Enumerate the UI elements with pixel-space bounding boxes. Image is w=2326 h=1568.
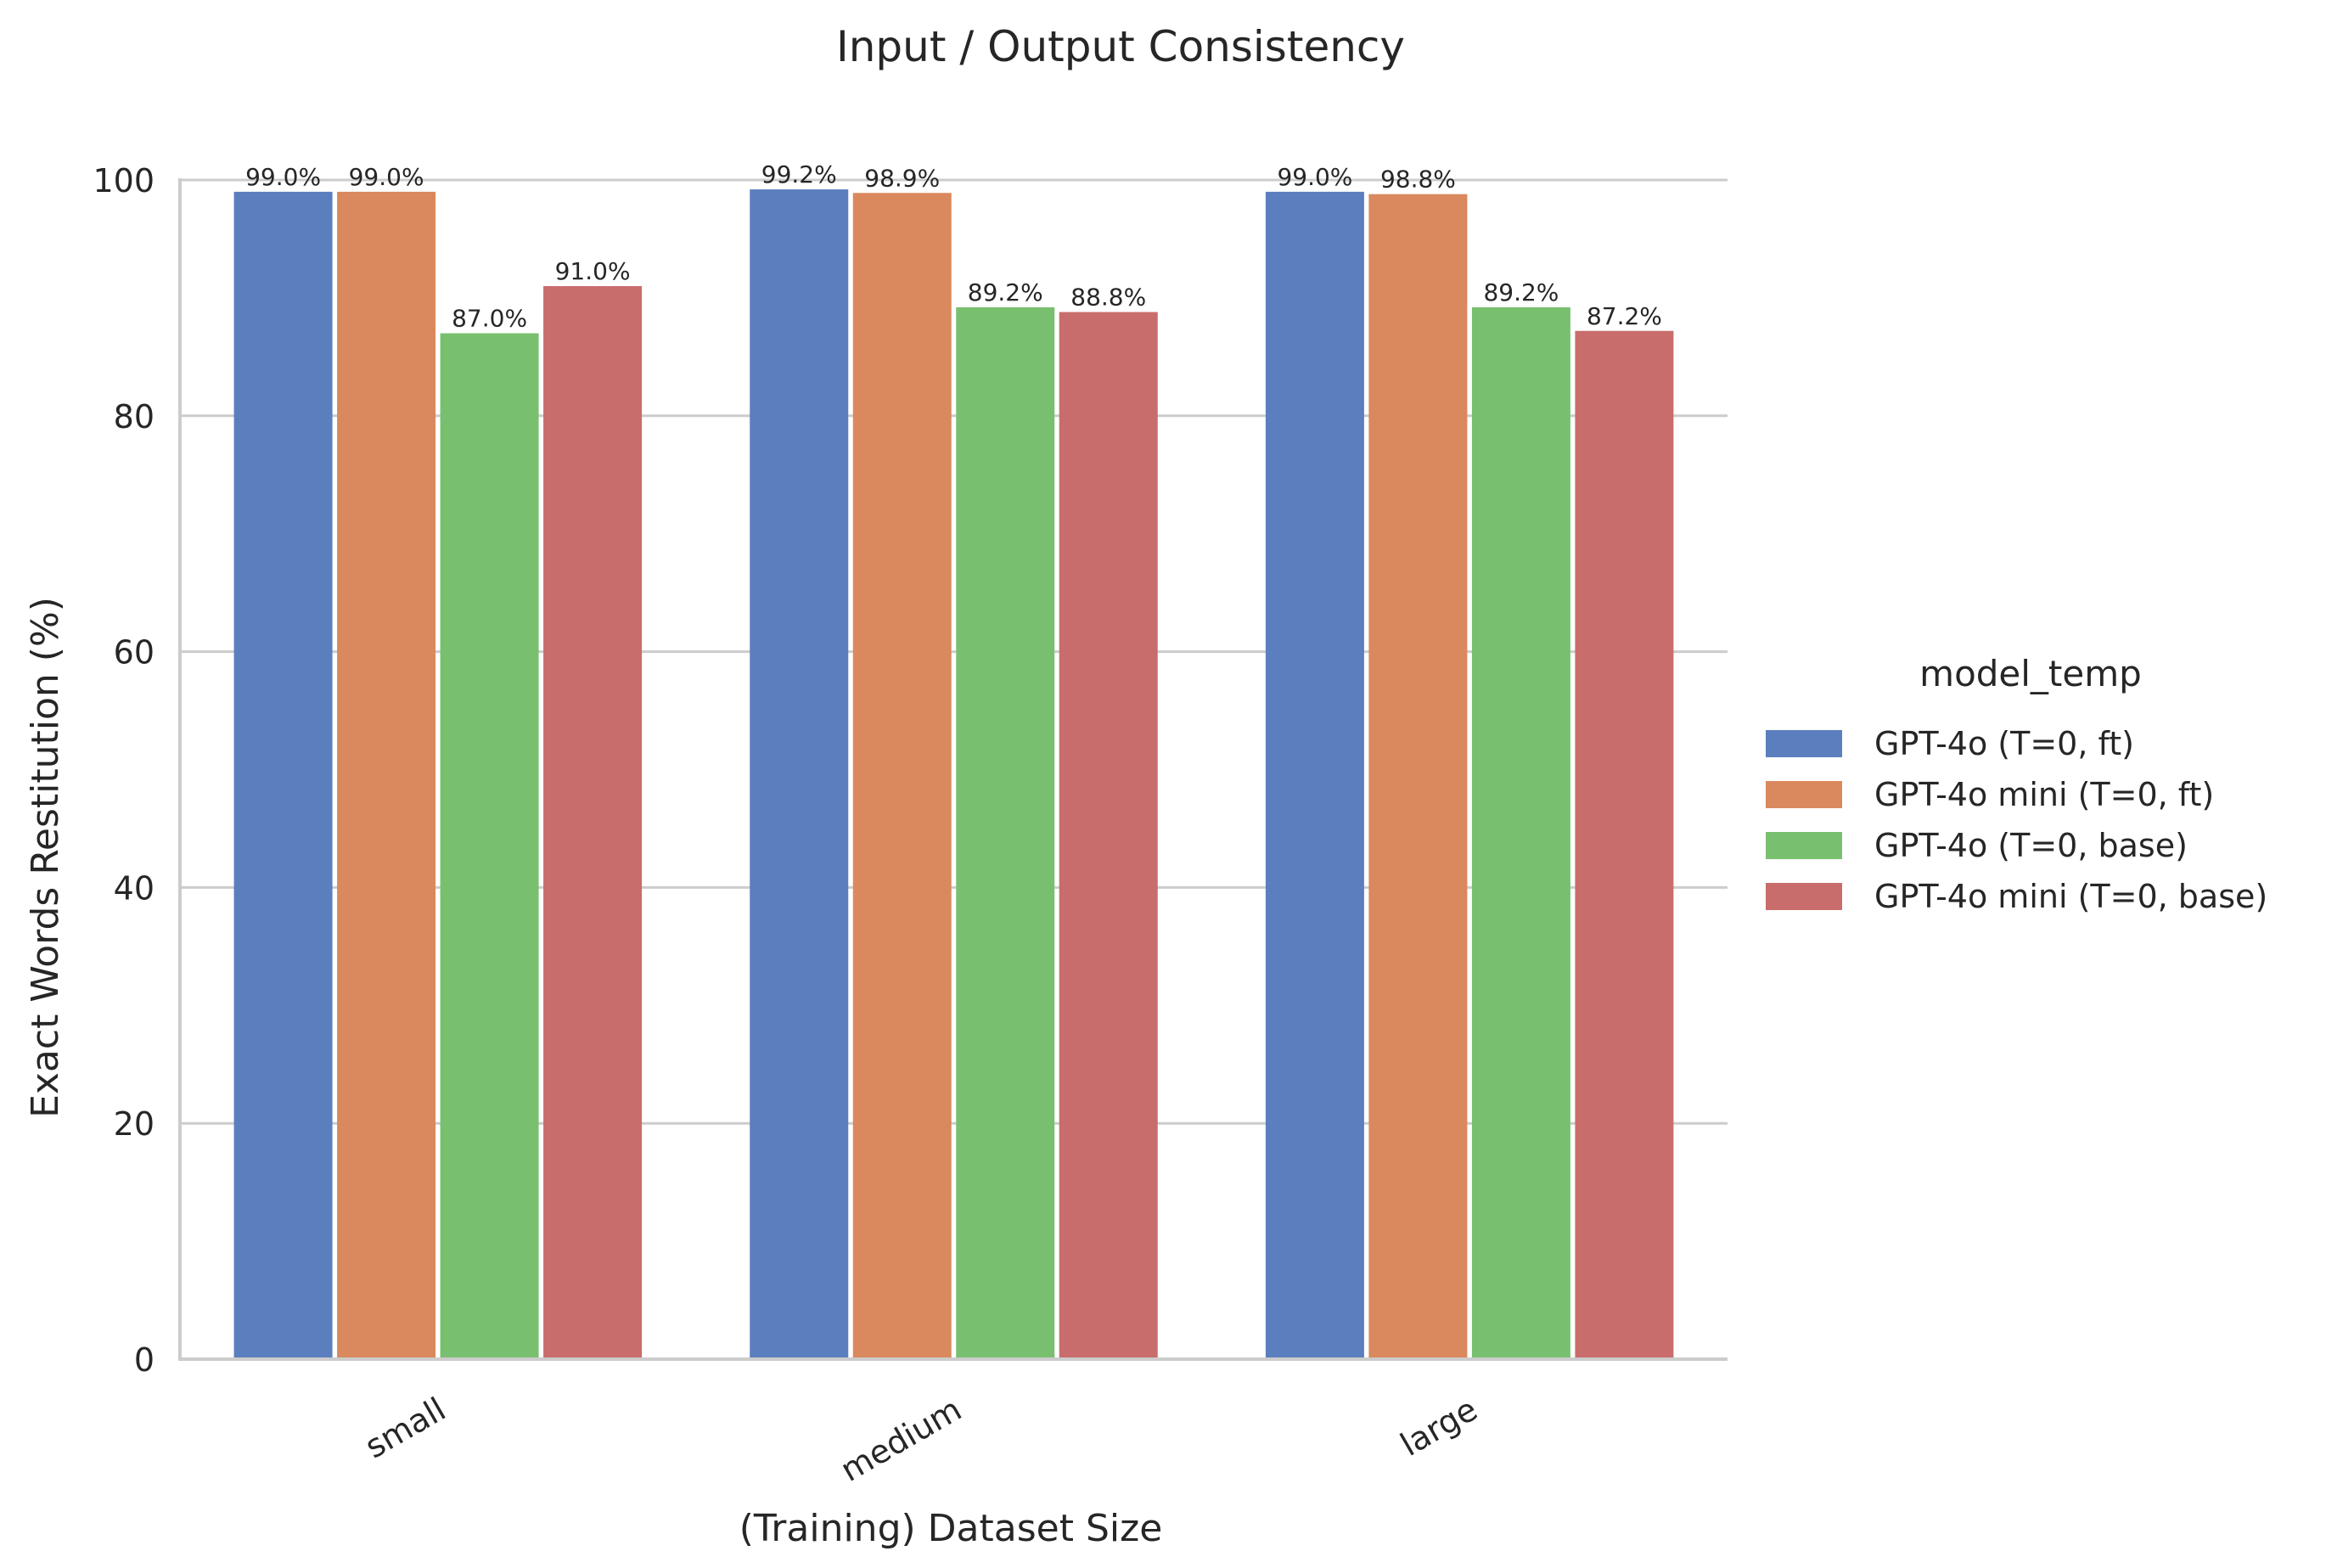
legend-swatch-2 (1766, 781, 1842, 808)
legend-label-3: GPT-4o (T=0, base) (1874, 827, 2188, 864)
y-tick-label-40: 40 (114, 869, 155, 907)
y-tick-label-100: 100 (93, 162, 155, 200)
bar-small-series-2 (337, 191, 436, 1359)
bar-value-labels: 99.0% 99.0% 87.0% 91.0% 99.2% 98.9% 89.2% 88.8%… (245, 160, 1662, 332)
bar-label-small-series-3: 87.0% (452, 305, 527, 333)
bar-small-series-1 (233, 191, 333, 1359)
bar-label-small-series-1: 99.0% (245, 163, 321, 191)
x-tick-label-large: large (1394, 1391, 1483, 1464)
bar-label-medium-series-4: 88.8% (1070, 284, 1146, 312)
legend-swatch-4 (1766, 883, 1842, 910)
legend-swatch-1 (1766, 730, 1842, 757)
chart-title: Input / Output Consistency (836, 22, 1405, 71)
bar-label-small-series-2: 99.0% (349, 163, 424, 191)
axes (178, 178, 1728, 1361)
x-axis-label: (Training) Dataset Size (739, 1507, 1163, 1550)
bar-small-series-4 (543, 286, 643, 1359)
bar-label-large-series-3: 89.2% (1483, 278, 1559, 306)
bar-label-small-series-4: 91.0% (555, 257, 631, 285)
bar-large-series-1 (1265, 191, 1364, 1359)
legend-swatch-3 (1766, 832, 1842, 859)
bar-label-medium-series-2: 98.9% (864, 164, 940, 192)
bar-label-large-series-2: 98.8% (1380, 166, 1456, 194)
y-tick-label-20: 20 (114, 1105, 155, 1143)
y-tick-label-80: 80 (114, 398, 155, 436)
legend: model_temp GPT-4o (T=0, ft) GPT-4o mini (… (1766, 653, 2267, 915)
bar-medium-series-1 (750, 189, 849, 1359)
bar-medium-series-3 (956, 307, 1055, 1360)
bar-small-series-3 (440, 333, 539, 1359)
legend-label-4: GPT-4o mini (T=0, base) (1874, 878, 2267, 915)
gridlines (180, 178, 1728, 1125)
y-tick-label-0: 0 (134, 1341, 155, 1379)
bar-large-series-4 (1575, 330, 1674, 1359)
bar-label-large-series-1: 99.0% (1277, 163, 1352, 191)
bar-large-series-3 (1471, 307, 1570, 1360)
legend-title: model_temp (1919, 653, 2142, 694)
bar-large-series-2 (1368, 194, 1468, 1360)
y-tick-label-60: 60 (114, 634, 155, 672)
bar-label-large-series-4: 87.2% (1587, 302, 1662, 330)
y-axis-label: Exact Words Restitution (%) (24, 597, 67, 1118)
x-tick-label-medium: medium (834, 1391, 968, 1489)
bar-label-medium-series-1: 99.2% (761, 160, 837, 188)
legend-label-2: GPT-4o mini (T=0, ft) (1874, 776, 2214, 813)
bar-label-medium-series-3: 89.2% (968, 278, 1043, 306)
y-tick-labels: 0 20 40 60 80 100 (93, 162, 155, 1379)
bar-medium-series-2 (852, 193, 952, 1359)
x-tick-labels: small medium large (359, 1391, 1484, 1489)
x-tick-label-small: small (359, 1391, 452, 1466)
bar-medium-series-4 (1059, 312, 1158, 1359)
legend-label-1: GPT-4o (T=0, ft) (1874, 725, 2134, 762)
bars (233, 189, 1674, 1360)
